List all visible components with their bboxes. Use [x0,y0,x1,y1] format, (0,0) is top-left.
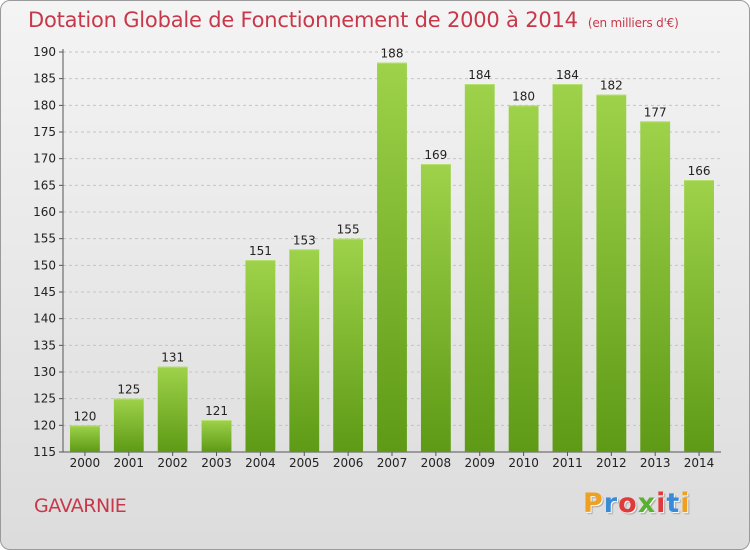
data-label-2013: 177 [644,105,667,119]
logo-letter: x [637,488,657,519]
data-label-2002: 131 [161,351,184,365]
y-tick-label-155: 155 [33,232,56,246]
x-tick-label-2000: 2000 [70,456,101,470]
x-tick-label-2003: 2003 [201,456,232,470]
data-label-2006: 155 [337,223,360,237]
logo-letter: r [603,488,619,519]
logo-letter: t [666,488,681,519]
x-tick-label-2002: 2002 [157,456,188,470]
data-label-2000: 120 [73,409,96,423]
bar-2014 [684,180,714,452]
y-tick-label-180: 180 [33,98,56,112]
labels: 115 120 125 130 135 140 145 150 155 160 165 170 175 1… [33,45,714,470]
data-label-2010: 180 [512,89,535,103]
data-label-2008: 169 [424,148,447,162]
y-tick-label-190: 190 [33,45,56,59]
data-label-2004: 151 [249,244,272,258]
data-label-2009: 184 [468,68,491,82]
data-label-2012: 182 [600,79,623,93]
y-tick-label-175: 175 [33,125,56,139]
x-tick-label-2010: 2010 [508,456,539,470]
logo-letter: i [656,488,667,519]
bar-2005 [289,249,320,452]
x-tick-label-2005: 2005 [289,456,320,470]
y-tick-label-160: 160 [33,205,56,219]
data-label-2011: 184 [556,68,579,82]
y-tick-label-135: 135 [33,338,56,352]
city-name: GAVARNIE [34,495,127,517]
chart-subtitle: (en milliers d'€) [587,16,679,30]
y-tick-label-125: 125 [33,392,56,406]
bar-2009 [464,84,495,452]
bar-2006 [333,238,364,452]
bar-2000 [70,425,100,452]
proxiti-logo[interactable]: Proxiti [583,488,691,519]
logo-letter: o [618,488,638,519]
x-tick-label-2011: 2011 [552,456,583,470]
x-tick-label-2012: 2012 [596,456,627,470]
x-tick-label-2014: 2014 [684,456,715,470]
y-tick-label-120: 120 [33,418,56,432]
bars [70,62,714,453]
x-tick-label-2006: 2006 [333,456,364,470]
x-tick-label-2013: 2013 [640,456,671,470]
y-tick-label-115: 115 [33,445,56,459]
bar-2004 [245,260,276,452]
bar-2012 [596,94,627,453]
x-tick-label-2008: 2008 [421,456,452,470]
x-tick-label-2009: 2009 [464,456,495,470]
logo-letter: P [583,488,604,519]
x-tick-label-2004: 2004 [245,456,276,470]
data-label-2005: 153 [293,233,316,247]
data-label-2003: 121 [205,404,228,418]
data-label-2001: 125 [117,383,140,397]
chart-title-text: Dotation Globale de Fonctionnement de 20… [28,8,578,32]
bar-2010 [508,105,539,452]
bar-2013 [640,121,671,452]
bar-2002 [157,366,188,452]
bar-2008 [420,164,451,452]
y-tick-label-185: 185 [33,72,56,86]
data-label-2014: 166 [688,164,711,178]
y-tick-label-145: 145 [33,285,56,299]
logo-letter: i [680,488,691,519]
x-tick-label-2001: 2001 [114,456,145,470]
y-tick-label-140: 140 [33,312,56,326]
bar-2003 [201,420,232,452]
bar-2011 [552,84,583,452]
y-tick-label-130: 130 [33,365,56,379]
y-tick-label-165: 165 [33,178,56,192]
y-tick-label-150: 150 [33,258,56,272]
bar-2007 [377,62,407,453]
y-tick-label-170: 170 [33,152,56,166]
x-tick-label-2007: 2007 [377,456,408,470]
chart-title: Dotation Globale de Fonctionnement de 20… [28,8,679,32]
bar-2001 [113,398,144,452]
data-label-2007: 188 [381,47,404,61]
